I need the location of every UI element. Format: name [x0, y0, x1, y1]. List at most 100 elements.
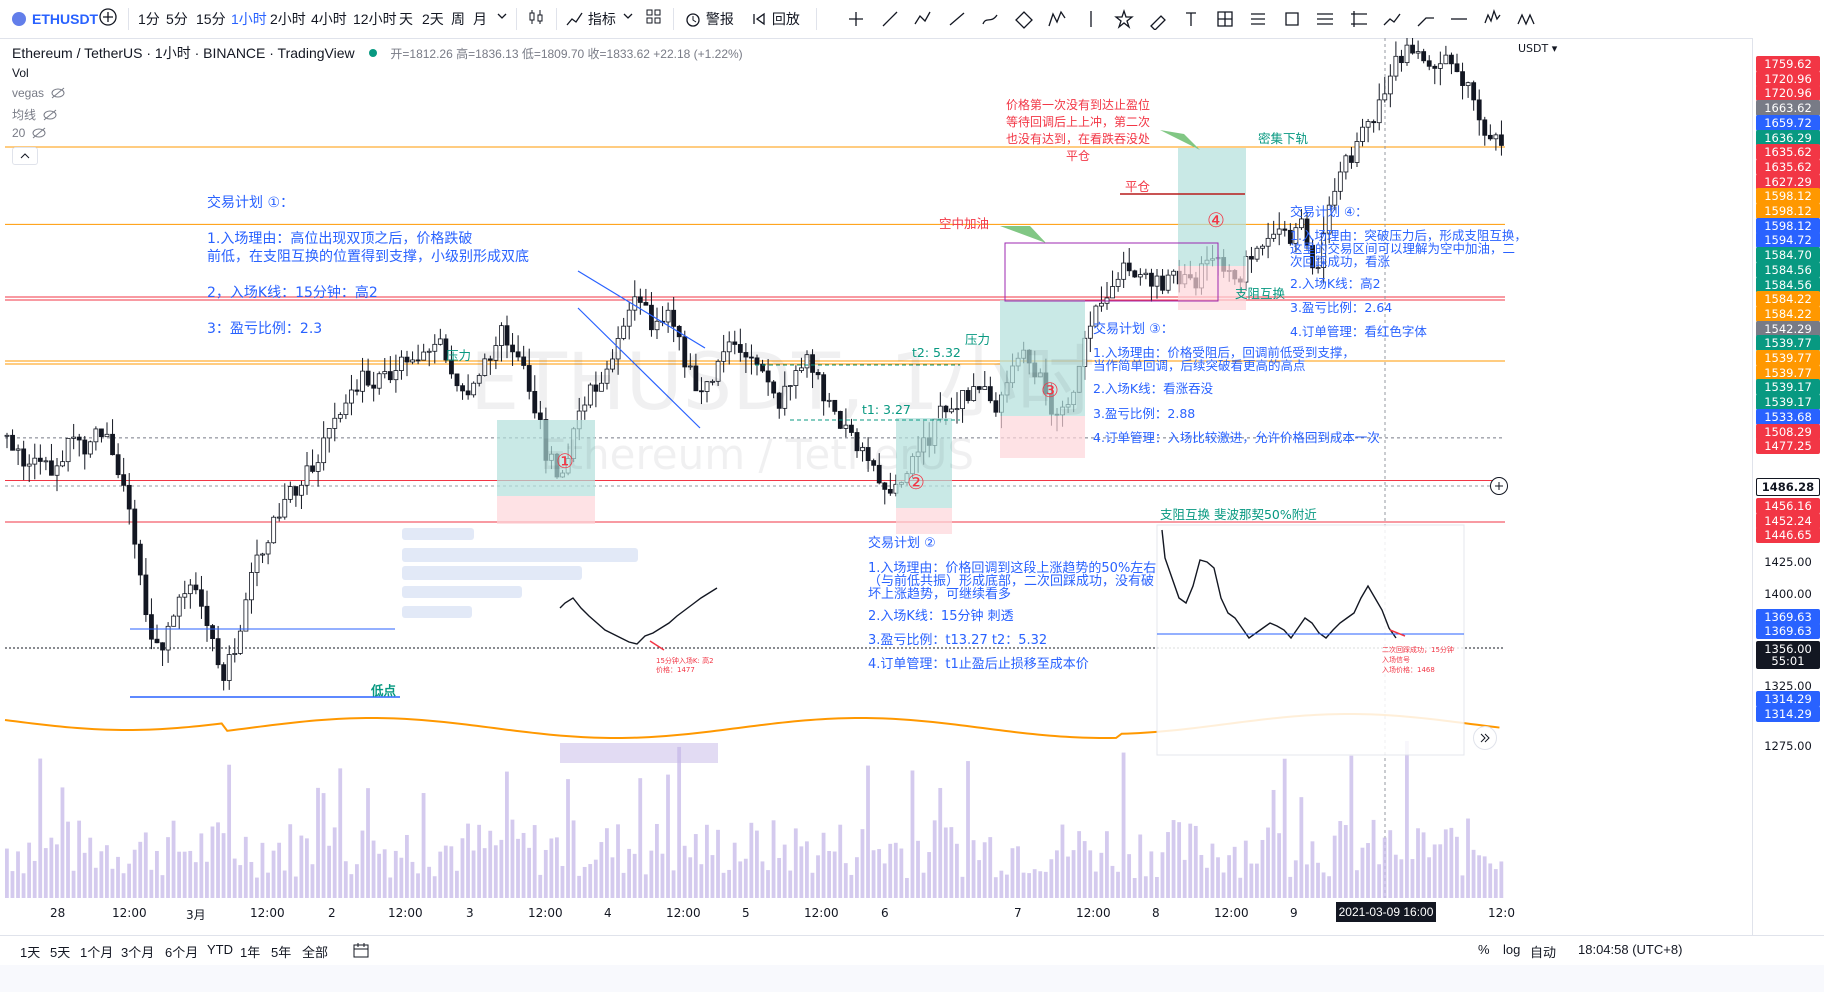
projection-icon[interactable]: [1415, 8, 1437, 30]
clock-display[interactable]: 18:04:58 (UTC+8): [1578, 942, 1683, 957]
range-button-6[interactable]: 1年: [240, 945, 261, 960]
auto-toggle[interactable]: 自动: [1530, 945, 1557, 960]
volume-bar: [999, 870, 1004, 898]
channel-line[interactable]: [577, 307, 701, 429]
indicators-dropdown-icon[interactable]: [622, 6, 634, 31]
interval-8[interactable]: 2天: [422, 11, 444, 27]
range-button-8[interactable]: 全部: [302, 945, 329, 960]
text-icon[interactable]: [1180, 8, 1202, 30]
position-box[interactable]: [497, 496, 595, 524]
range-button-0[interactable]: 1天: [20, 945, 41, 960]
position-box[interactable]: [1178, 148, 1246, 266]
interval-5[interactable]: 4小时: [311, 11, 347, 27]
price-chart[interactable]: [0, 38, 1824, 935]
inset2-note-2: 入场信号: [1382, 656, 1410, 664]
alert-button[interactable]: 警报: [684, 9, 734, 29]
pattern-icon[interactable]: [1046, 8, 1068, 30]
horizontal-line-icon[interactable]: [1448, 8, 1470, 30]
replay-button[interactable]: 回放: [750, 9, 800, 29]
position-box[interactable]: [497, 420, 595, 496]
position-box[interactable]: [896, 508, 952, 534]
candle: [415, 344, 421, 365]
indicator-legend-1[interactable]: 均线: [12, 106, 58, 125]
range-button-2[interactable]: 1个月: [80, 945, 114, 960]
indicator-legend-0[interactable]: vegas: [12, 86, 66, 103]
range-button-4[interactable]: 6个月: [165, 945, 199, 960]
candle: [949, 397, 954, 414]
trend-line-icon[interactable]: [879, 8, 901, 30]
vertical-line-icon[interactable]: [1080, 8, 1102, 30]
candle: [371, 371, 377, 402]
fib-icon[interactable]: [1314, 8, 1336, 30]
interval-4[interactable]: 2小时: [270, 11, 306, 27]
interval-3[interactable]: 1小时: [231, 11, 267, 27]
interval-7[interactable]: 天: [399, 11, 413, 27]
range-button-1[interactable]: 5天: [50, 945, 71, 960]
ray-icon[interactable]: [946, 8, 968, 30]
interval-0[interactable]: 1分: [138, 11, 160, 27]
eye-off-icon[interactable]: [31, 126, 47, 143]
channel-icon[interactable]: [1013, 8, 1035, 30]
log-toggle[interactable]: log: [1503, 942, 1521, 957]
position-box[interactable]: [1178, 266, 1246, 310]
plan1-title: 交易计划 ①：: [207, 195, 295, 211]
volume-bar: [138, 841, 143, 898]
interval-dropdown-icon[interactable]: [496, 6, 508, 31]
percent-toggle[interactable]: %: [1478, 942, 1490, 957]
interval-10[interactable]: 月: [473, 11, 487, 27]
candle: [226, 645, 232, 690]
time-tick: 12:00: [804, 906, 839, 920]
position-box[interactable]: [896, 418, 952, 508]
interval-9[interactable]: 周: [451, 11, 465, 27]
interval-2[interactable]: 15分: [196, 11, 226, 27]
range-button-3[interactable]: 3个月: [121, 945, 155, 960]
candle: [699, 377, 704, 405]
volume-bar: [977, 860, 982, 898]
scroll-to-realtime-button[interactable]: [1473, 726, 1497, 750]
list-icon[interactable]: [1247, 8, 1269, 30]
layout-grid-icon[interactable]: [645, 8, 663, 31]
add-price-line-icon[interactable]: [1490, 477, 1508, 495]
price-label: 1456.16: [1756, 498, 1820, 514]
range-button-7[interactable]: 5年: [271, 945, 292, 960]
collapse-legend-button[interactable]: [12, 147, 38, 165]
candle: [671, 297, 677, 343]
candle: [315, 454, 321, 487]
polyline-icon[interactable]: [912, 8, 934, 30]
candle: [1476, 89, 1482, 136]
range-button-5[interactable]: YTD: [207, 942, 233, 957]
volume-bar: [66, 821, 70, 898]
brush-icon[interactable]: [979, 8, 1001, 30]
add-symbol-icon[interactable]: [98, 7, 118, 32]
position-box[interactable]: [1000, 300, 1085, 416]
indicator-legend-2[interactable]: 20: [12, 126, 47, 143]
star-icon[interactable]: [1113, 8, 1135, 30]
long-short-icon[interactable]: [1348, 8, 1370, 30]
interval-1[interactable]: 5分: [166, 11, 188, 27]
time-tick: 12:00: [112, 906, 147, 920]
interval-6[interactable]: 12小时: [353, 11, 397, 27]
eye-off-icon[interactable]: [42, 108, 58, 125]
position-box[interactable]: [1000, 416, 1085, 458]
elliott-icon[interactable]: [1482, 8, 1504, 30]
measure-icon[interactable]: [1214, 8, 1236, 30]
channel-line[interactable]: [577, 270, 706, 349]
candle: [1299, 209, 1304, 230]
indicators-button[interactable]: 指标: [566, 9, 616, 29]
rect-icon[interactable]: [1281, 8, 1303, 30]
volume-bar: [260, 842, 265, 898]
chart-area[interactable]: [0, 38, 1824, 935]
range-rectangle[interactable]: [1004, 242, 1219, 302]
eye-off-icon[interactable]: [50, 86, 66, 103]
volume-bar: [1405, 741, 1409, 898]
candle-type-icon[interactable]: [526, 7, 546, 32]
currency-label[interactable]: USDT ▾: [1518, 42, 1558, 55]
forecast-icon[interactable]: [1381, 8, 1403, 30]
symbol-selector[interactable]: ETHUSDT: [12, 9, 98, 29]
pen-icon[interactable]: [1147, 8, 1169, 31]
price-label: 1452.24: [1756, 512, 1820, 529]
volume-bar: [1177, 822, 1182, 898]
goto-date-icon[interactable]: [352, 941, 370, 962]
crosshair-icon[interactable]: [845, 8, 867, 30]
abcd-icon[interactable]: [1515, 8, 1537, 30]
